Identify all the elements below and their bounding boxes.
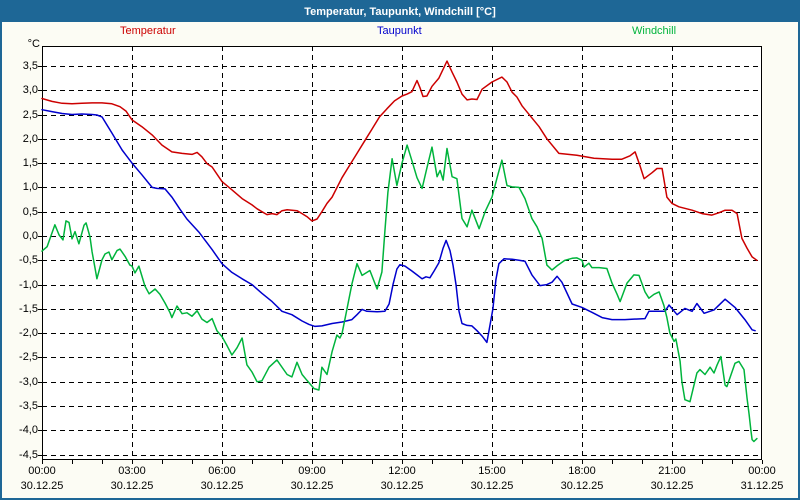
- y-axis-unit-label: °C: [27, 38, 40, 50]
- y-tick-label: -2,0: [19, 327, 38, 340]
- y-tick-label: 3,0: [22, 84, 38, 97]
- x-tick-time-label: 00:00: [748, 465, 776, 477]
- y-tick-label: -3,5: [19, 400, 38, 413]
- x-tick-date-label: 30.12.25: [20, 480, 64, 492]
- y-tick-label: -0,5: [19, 254, 38, 267]
- windchill-line: [41, 144, 758, 443]
- y-tick-label: -1,5: [19, 302, 38, 315]
- x-tick-time-label: 00:00: [28, 465, 56, 477]
- plot-border: [42, 46, 762, 460]
- y-tick-label: -1,0: [19, 278, 38, 291]
- x-tick-date-label: 31.12.25: [740, 480, 784, 492]
- x-tick-time-label: 03:00: [118, 465, 146, 477]
- y-tick-label: -4,0: [19, 424, 38, 437]
- y-tick-label: 2,5: [22, 108, 38, 121]
- x-tick-date-label: 30.12.25: [470, 480, 514, 492]
- legend: Temperatur Taupunkt Windchill: [2, 25, 798, 39]
- window-title: Temperatur, Taupunkt, Windchill [°C]: [304, 6, 496, 18]
- x-tick-time-label: 18:00: [568, 465, 596, 477]
- legend-item-temperatur: Temperatur: [120, 25, 176, 37]
- y-tick-label: 0,5: [22, 205, 38, 218]
- y-tick-label: -4,5: [19, 448, 38, 461]
- x-tick-date-label: 30.12.25: [290, 480, 334, 492]
- y-tick-label: 3,5: [22, 59, 38, 72]
- y-tick-label: -3,0: [19, 375, 38, 388]
- legend-item-windchill: Windchill: [632, 25, 677, 37]
- x-tick-date-label: 30.12.25: [560, 480, 604, 492]
- x-tick-time-label: 21:00: [658, 465, 686, 477]
- y-tick-label: 1,0: [22, 181, 38, 194]
- temperatur-line: [41, 60, 758, 262]
- x-tick-time-label: 15:00: [478, 465, 506, 477]
- legend-item-taupunkt: Taupunkt: [377, 25, 422, 37]
- y-tick-label: 0,0: [22, 229, 38, 242]
- x-tick-time-label: 12:00: [388, 465, 416, 477]
- x-tick-date-label: 30.12.25: [200, 480, 244, 492]
- x-tick-time-label: 09:00: [298, 465, 326, 477]
- x-tick-time-label: 06:00: [208, 465, 236, 477]
- y-tick-label: -2,5: [19, 351, 38, 364]
- y-tick-label: 1,5: [22, 157, 38, 170]
- taupunkt-line: [41, 108, 756, 344]
- title-bar: Temperatur, Taupunkt, Windchill [°C]: [2, 2, 798, 22]
- x-tick-date-label: 30.12.25: [380, 480, 424, 492]
- x-tick-date-label: 30.12.25: [110, 480, 154, 492]
- y-tick-label: 2,0: [22, 132, 38, 145]
- x-tick-date-label: 30.12.25: [650, 480, 694, 492]
